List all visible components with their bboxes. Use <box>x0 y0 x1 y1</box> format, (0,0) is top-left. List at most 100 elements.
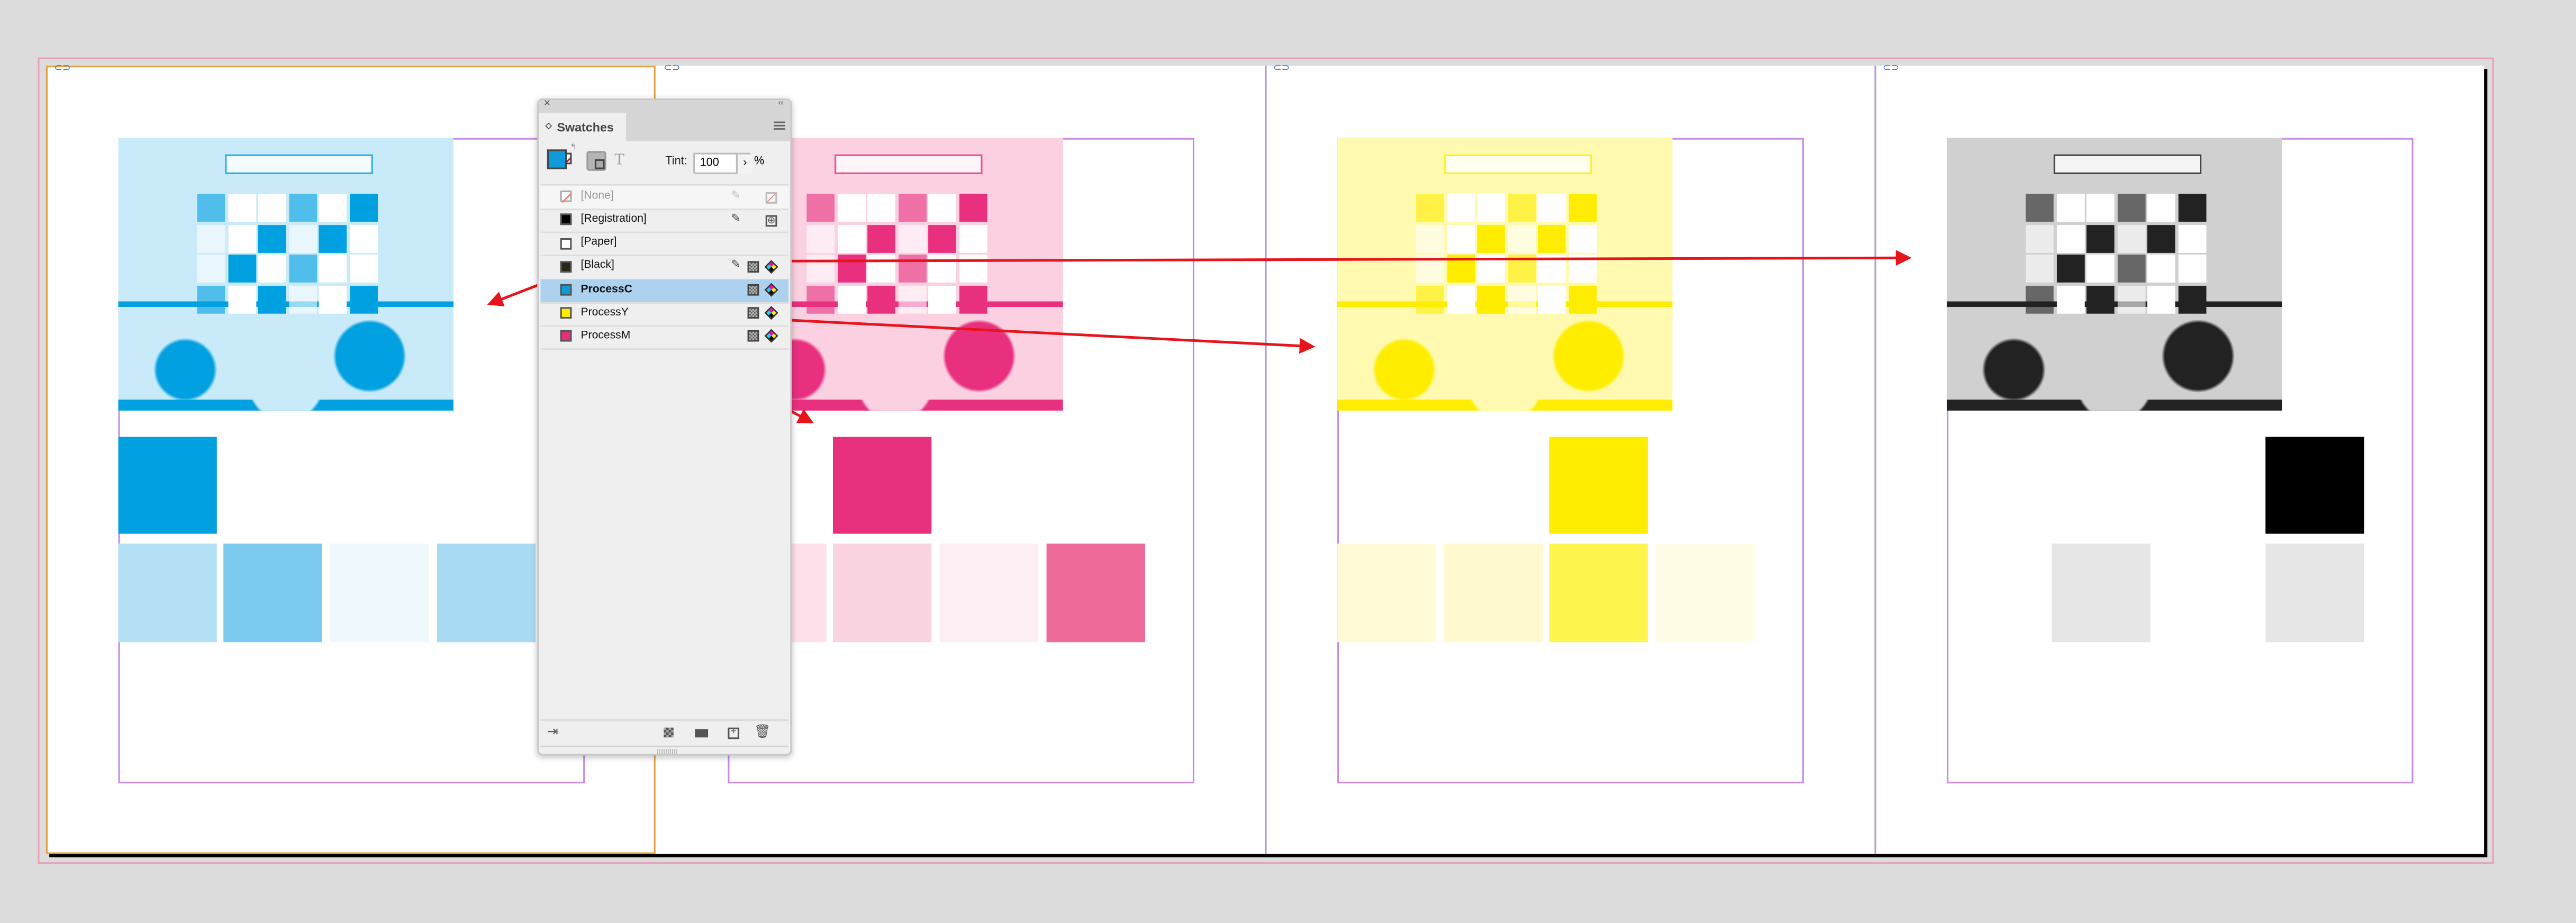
formatting-text-icon[interactable]: T <box>614 151 625 169</box>
tint-input[interactable]: 100 › <box>693 152 752 174</box>
solid-ink-swatch[interactable] <box>118 437 217 534</box>
swatch-row[interactable]: ProcessC <box>540 278 789 304</box>
chart-patch <box>258 255 287 283</box>
swatch-row[interactable]: ProcessY <box>540 302 789 327</box>
cmyk-mode-icon <box>764 260 778 274</box>
chart-patch <box>806 224 835 252</box>
chart-patch <box>1416 194 1445 222</box>
chart-patch <box>228 285 256 314</box>
new-swatch-icon[interactable]: + <box>728 727 740 739</box>
fill-swatch[interactable] <box>547 149 567 169</box>
solid-ink-swatch[interactable] <box>833 437 932 534</box>
swatch-color-chip <box>559 191 572 203</box>
chart-patch <box>2147 285 2176 314</box>
chart-patch <box>2178 194 2207 222</box>
chart-patch <box>1538 285 1567 314</box>
color-chart <box>2025 194 2207 314</box>
panel-menu-icon[interactable] <box>774 121 785 130</box>
chart-patch <box>2178 255 2207 283</box>
new-color-group-icon[interactable] <box>695 729 709 738</box>
tint-swatch[interactable] <box>223 544 322 643</box>
chart-patch <box>288 255 317 283</box>
cmyk-mode-icon <box>764 283 778 297</box>
link-icon[interactable]: ⊂⊃ <box>1273 64 1290 74</box>
tab-label: Swatches <box>557 120 614 135</box>
arrow-to-black <box>775 250 1912 266</box>
cmyk-mode-icon <box>764 329 778 343</box>
swatch-color-chip <box>559 260 571 273</box>
solid-ink-swatch[interactable] <box>1549 437 1648 534</box>
color-separation-image[interactable] <box>1337 138 1673 411</box>
chart-patch <box>1446 224 1475 252</box>
chart-patch <box>806 194 835 222</box>
chart-patch <box>228 224 256 252</box>
tint-swatch[interactable] <box>1046 544 1145 643</box>
tint-swatch[interactable] <box>1549 544 1648 643</box>
chart-patch <box>350 255 378 283</box>
color-separation-image[interactable] <box>1946 138 2282 411</box>
tint-slider-toggle[interactable]: › <box>736 154 752 174</box>
tint-swatch[interactable] <box>1337 544 1436 643</box>
chart-patch <box>2117 194 2146 222</box>
link-icon[interactable]: ⊂⊃ <box>54 64 71 74</box>
chart-patch <box>1568 194 1597 222</box>
swatch-row[interactable]: [None] ✎ <box>540 185 789 211</box>
collapse-icon[interactable]: ‹‹ <box>778 98 784 108</box>
swatch-row[interactable]: [Registration] ✎ ⊕ <box>540 209 789 234</box>
chart-patch <box>2178 285 2207 314</box>
chart-patch <box>1446 194 1475 222</box>
close-icon[interactable]: × <box>543 98 551 110</box>
none-icon <box>765 191 777 203</box>
chart-patch <box>837 224 866 252</box>
tint-swatch[interactable] <box>2265 544 2364 643</box>
tint-swatch[interactable] <box>1444 544 1543 643</box>
chart-patch <box>1446 285 1475 314</box>
tint-swatch[interactable] <box>833 544 932 643</box>
link-icon[interactable]: ⊂⊃ <box>664 64 681 74</box>
swatch-row[interactable]: ProcessM <box>540 325 789 350</box>
tint-swatch[interactable] <box>330 544 429 643</box>
swap-icon[interactable]: ↰ <box>570 142 577 153</box>
divider <box>540 719 789 721</box>
color-type-process-icon <box>747 307 759 319</box>
tint-swatch[interactable] <box>437 544 536 643</box>
chart-patch <box>867 194 896 222</box>
chart-patch <box>898 224 927 252</box>
page-divider <box>1265 66 1267 854</box>
tint-swatch[interactable] <box>939 544 1039 643</box>
formatting-container-icon[interactable] <box>586 151 606 171</box>
chart-patch <box>319 224 348 252</box>
swatch-name: [None] <box>580 190 614 202</box>
chart-patch <box>1416 224 1445 252</box>
resize-grip[interactable] <box>657 749 677 754</box>
chart-patch <box>806 285 835 314</box>
tint-unit: % <box>754 156 765 168</box>
color-separation-image[interactable] <box>118 138 453 411</box>
swatch-row[interactable]: [Paper] <box>540 232 789 257</box>
swatch-color-chip <box>559 214 571 226</box>
chart-patch <box>2025 194 2054 222</box>
tab-strip: ◇ Swatches <box>539 113 791 141</box>
chart-patch <box>197 255 225 283</box>
chart-patch <box>929 224 957 252</box>
swatch-views-icon[interactable] <box>664 727 674 738</box>
place-swatch-icon[interactable]: ⇥ <box>547 724 558 739</box>
chart-patch <box>1538 194 1567 222</box>
tab-swatches[interactable]: ◇ Swatches <box>539 113 626 141</box>
tint-swatch[interactable] <box>2052 544 2151 643</box>
chart-patch <box>319 285 348 314</box>
panel-titlebar[interactable]: × ‹‹ <box>539 98 791 114</box>
chart-patch <box>898 194 927 222</box>
image-label-card <box>1444 154 1592 174</box>
link-icon[interactable]: ⊂⊃ <box>1882 64 1900 74</box>
solid-ink-swatch[interactable] <box>2265 437 2364 534</box>
chart-patch <box>837 194 866 222</box>
delete-icon[interactable]: 🗑 <box>754 724 771 739</box>
tint-swatch[interactable] <box>1656 544 1755 643</box>
swatch-row[interactable]: [Black] ✎ <box>540 255 789 280</box>
swatch-color-chip <box>559 307 571 319</box>
chart-patch <box>1416 285 1445 314</box>
tint-swatch[interactable] <box>118 544 217 643</box>
